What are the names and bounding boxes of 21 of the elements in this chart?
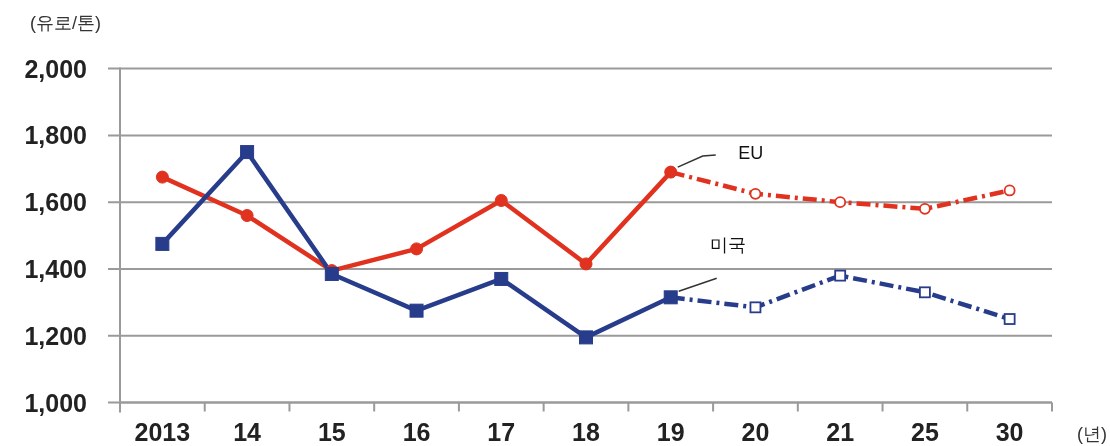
x-tick-label: 15 (317, 418, 346, 446)
text: 미국 (709, 235, 746, 256)
y-tick-label: 1,800 (24, 121, 87, 150)
x-tick-label: 14 (233, 418, 262, 446)
y-tick-label: 2,000 (24, 54, 87, 83)
x-tick-label: 2013 (134, 418, 191, 446)
x-tick-label: 20 (741, 418, 770, 446)
x-tick-label: 18 (572, 418, 600, 446)
y-tick-label: 1,000 (24, 388, 87, 417)
x-tick-label: 19 (656, 418, 685, 446)
x-tick-label: 21 (826, 418, 855, 446)
y-tick-label: 1,600 (24, 188, 87, 217)
x-tick-label: 16 (402, 418, 431, 446)
x-axis-title: (년) (1077, 424, 1107, 444)
x-tick-label: 30 (995, 418, 1024, 446)
y-axis-title: (유로/톤) (30, 13, 101, 33)
x-tick-label: 25 (911, 418, 939, 446)
y-tick-label: 1,200 (24, 321, 87, 350)
x-tick-label: 17 (487, 418, 516, 446)
y-tick-label: 1,400 (24, 254, 87, 283)
text: EU (738, 143, 764, 164)
